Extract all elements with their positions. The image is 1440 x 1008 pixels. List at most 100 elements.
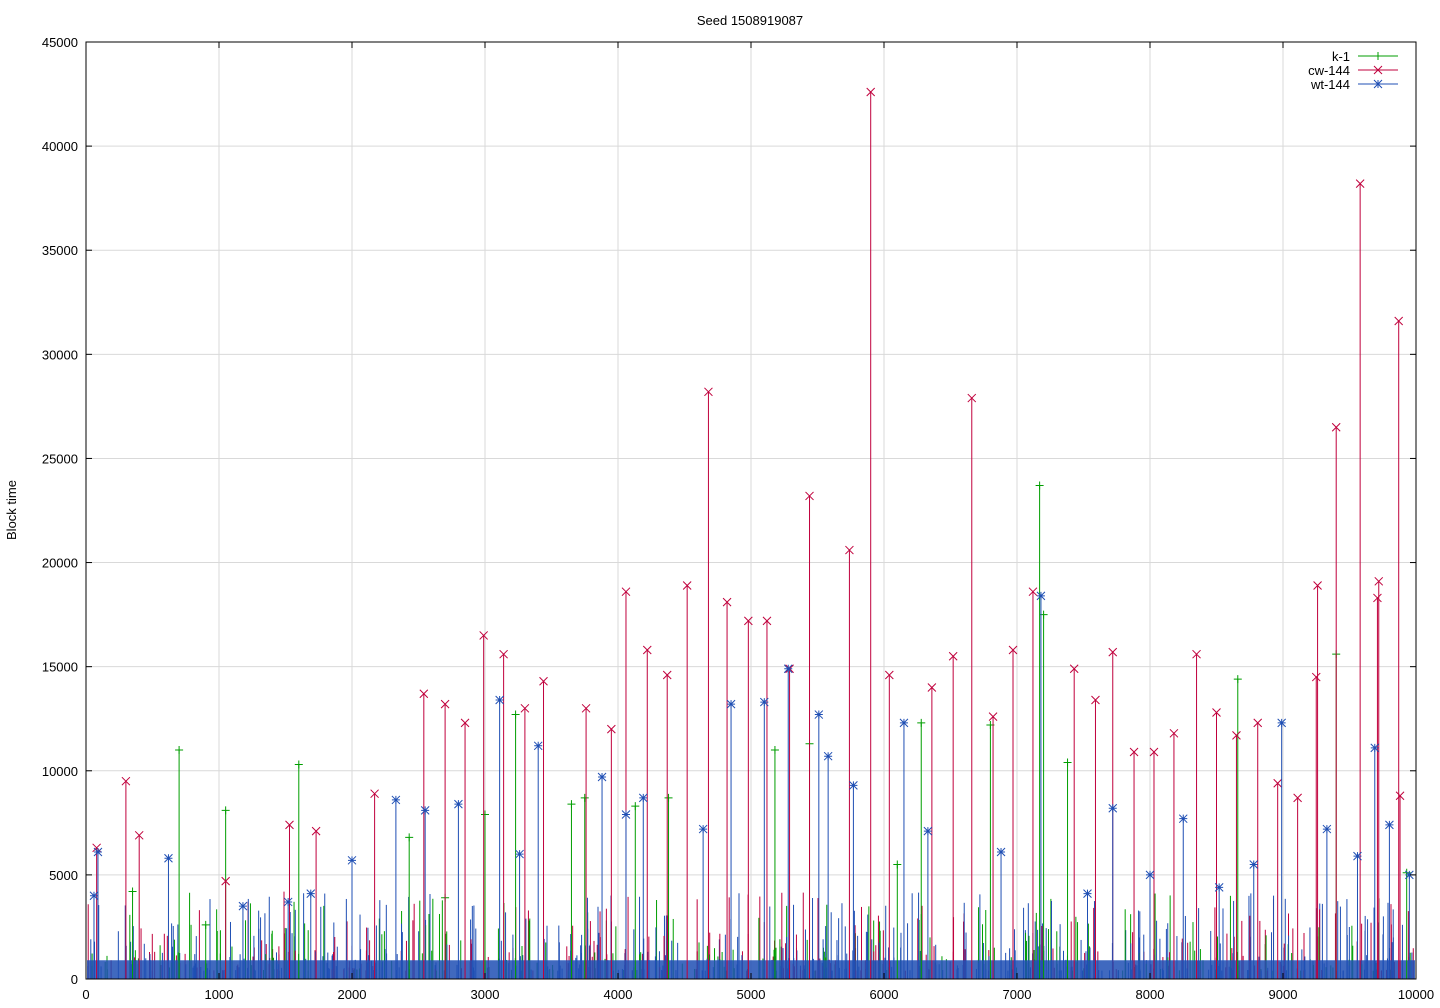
data-point [175, 745, 184, 754]
data-point [621, 587, 631, 597]
data-point [884, 670, 894, 680]
data-point [638, 793, 648, 803]
data-point [420, 805, 430, 815]
data-point [238, 901, 248, 911]
data-point [454, 799, 463, 809]
series-layer [89, 87, 1414, 979]
data-point [533, 741, 543, 751]
y-tick-label: 20000 [42, 556, 78, 571]
data-point [440, 699, 450, 709]
data-point [460, 718, 470, 728]
data-point [893, 860, 902, 869]
data-point [283, 897, 293, 907]
data-point [1233, 675, 1242, 684]
data-point [581, 703, 591, 713]
data-point [814, 710, 824, 719]
data-point [1192, 649, 1201, 659]
legend-marker [1373, 79, 1383, 89]
y-tick-label: 25000 [42, 451, 78, 466]
data-point [1353, 851, 1362, 861]
legend-label: wt-144 [1310, 77, 1350, 92]
data-point [1232, 731, 1241, 740]
data-point [1313, 581, 1322, 590]
legend-label: cw-144 [1308, 63, 1350, 78]
data-point [1311, 672, 1321, 682]
data-point [1178, 814, 1188, 824]
data-point [221, 806, 230, 815]
chart-title: Seed 1508919087 [697, 13, 803, 28]
data-point [306, 889, 316, 898]
data-point [1331, 422, 1341, 432]
x-tick-label: 6000 [870, 987, 899, 1002]
data-point [967, 393, 977, 403]
data-point [479, 631, 489, 640]
data-point [1083, 889, 1092, 898]
data-point [1069, 664, 1079, 674]
data-point [1212, 708, 1221, 717]
data-point [664, 793, 673, 802]
noise-fill [87, 960, 1415, 979]
data-point [1063, 758, 1072, 767]
data-point [499, 649, 508, 659]
x-tick-label: 0 [82, 987, 89, 1002]
data-point [311, 826, 321, 836]
data-point [128, 887, 137, 896]
x-tick-label: 8000 [1136, 987, 1165, 1002]
data-point [520, 703, 530, 713]
data-point [1028, 587, 1038, 597]
data-point [1277, 718, 1287, 728]
x-tick-label: 5000 [737, 987, 766, 1002]
data-point [1145, 870, 1155, 880]
data-point [1355, 179, 1365, 188]
data-point [419, 689, 429, 699]
data-point [89, 891, 99, 901]
data-point [1373, 593, 1382, 603]
data-point [762, 616, 772, 626]
y-tick-label: 15000 [42, 660, 78, 675]
data-point [481, 810, 489, 819]
x-tick-label: 2000 [338, 987, 367, 1002]
data-point [221, 876, 231, 886]
data-point [759, 697, 769, 707]
y-tick-label: 30000 [42, 347, 78, 362]
data-point [849, 780, 858, 790]
data-point [726, 699, 736, 709]
data-point [1322, 824, 1332, 834]
series-k-1 [128, 481, 1411, 979]
data-point [1149, 747, 1159, 757]
legend-label: k-1 [1332, 49, 1350, 64]
data-point [662, 670, 672, 680]
data-point [567, 800, 576, 809]
data-point [866, 87, 876, 97]
data-point [370, 789, 379, 799]
data-point [631, 802, 640, 811]
data-point [1091, 695, 1100, 705]
data-point [1108, 647, 1118, 657]
x-tick-label: 3000 [471, 987, 500, 1002]
data-point [539, 676, 548, 686]
data-point [597, 772, 607, 782]
data-point [1214, 883, 1224, 892]
data-point [1249, 860, 1259, 869]
data-point [1129, 747, 1139, 757]
x-tick-label: 1000 [205, 987, 234, 1002]
data-point [923, 826, 933, 836]
series-cw-144 [92, 87, 1405, 979]
y-tick-label: 45000 [42, 35, 78, 50]
data-point [805, 491, 814, 501]
data-point [1008, 645, 1018, 655]
data-point [580, 793, 589, 802]
series-wt-144 [89, 591, 1414, 979]
data-point [164, 853, 173, 863]
legend-marker [1374, 52, 1382, 60]
data-point [1169, 728, 1179, 738]
legend-marker [1373, 65, 1383, 75]
data-point [743, 616, 753, 626]
data-point [722, 597, 732, 607]
y-tick-label: 0 [71, 972, 78, 987]
data-point [347, 855, 357, 865]
data-point [515, 849, 524, 859]
data-point [704, 387, 713, 397]
